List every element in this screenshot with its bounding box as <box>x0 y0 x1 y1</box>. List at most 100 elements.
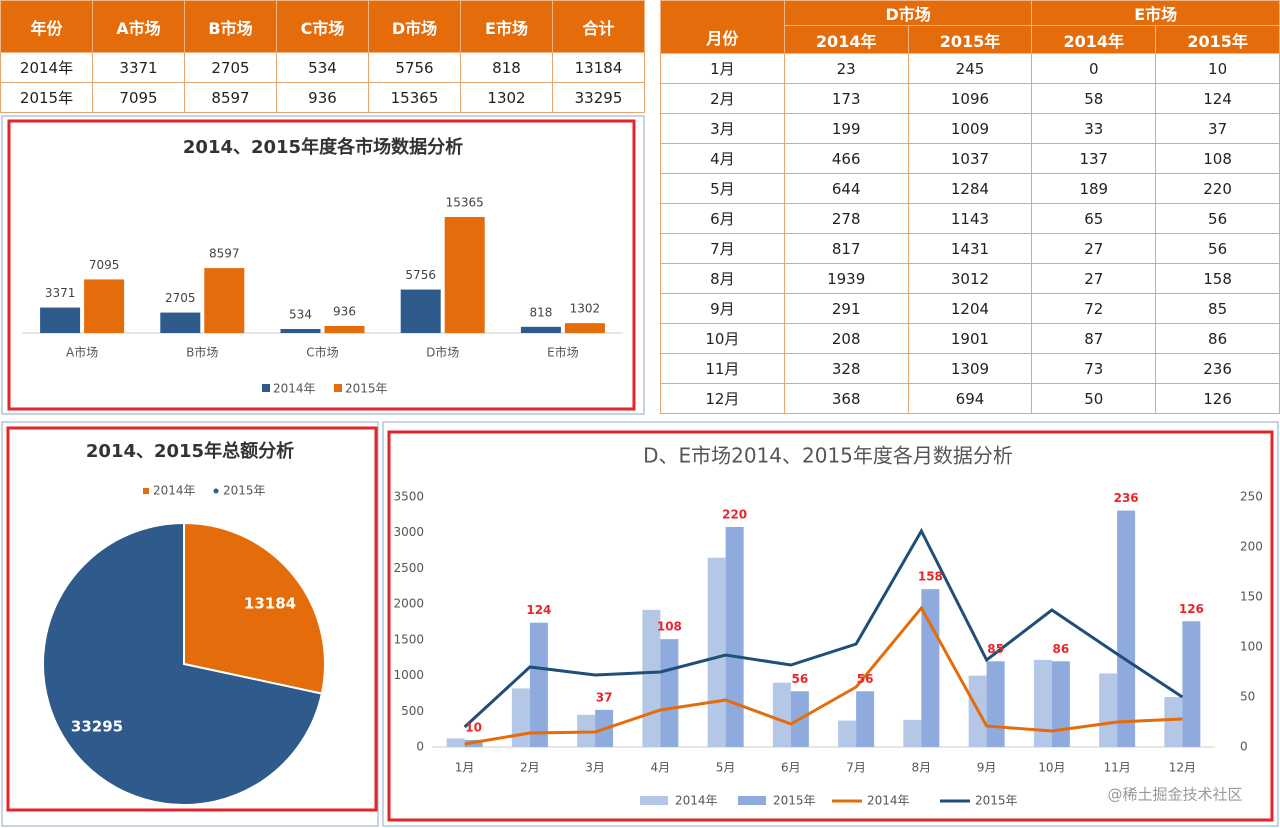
cell: 85 <box>1155 293 1280 324</box>
data-label: 7095 <box>89 258 120 272</box>
x-tick-label: 1月 <box>455 761 475 775</box>
bar <box>1051 661 1070 747</box>
chart-title: 2014、2015年总额分析 <box>86 440 294 462</box>
cell: 8月 <box>660 263 785 294</box>
x-tick-label: E市场 <box>547 345 579 360</box>
data-label: 13184 <box>244 595 296 613</box>
bar <box>725 527 744 747</box>
bar <box>921 589 940 747</box>
table-row: 10月 208 1901 87 86 <box>660 323 1280 354</box>
x-tick-label: C市场 <box>306 345 338 360</box>
legend-swatch <box>213 488 219 494</box>
legend-label: 2014年 <box>153 484 196 498</box>
data-label: 108 <box>657 620 682 634</box>
y-tick-label: 1000 <box>393 668 424 682</box>
data-label: 5756 <box>405 268 436 282</box>
y-tick-label: 500 <box>401 704 424 718</box>
cell: 5756 <box>368 52 461 83</box>
cell: 2014年 <box>0 52 93 83</box>
cell: 291 <box>783 293 909 324</box>
cell: 11月 <box>660 353 785 384</box>
bar <box>204 268 245 333</box>
cell: 2705 <box>184 52 277 83</box>
x-tick-label: 12月 <box>1169 761 1196 775</box>
cell: 173 <box>783 83 909 114</box>
y-tick-label: 3500 <box>393 490 424 504</box>
pie-slice <box>183 521 326 695</box>
table-row: 2014年 3371 2705 534 5756 818 13184 <box>0 52 645 83</box>
header-row: 年份 A市场 B市场 C市场 D市场 E市场 合计 <box>0 0 645 53</box>
chart-title: D、E市场2014、2015年度各月数据分析 <box>643 444 1013 468</box>
data-label: 37 <box>596 690 613 704</box>
cell: 368 <box>783 383 909 414</box>
cell: 87 <box>1031 323 1157 354</box>
cell: 158 <box>1155 263 1280 294</box>
bar <box>772 682 791 747</box>
header-cell: 2015年 <box>907 25 1033 54</box>
data-label: 158 <box>918 570 943 584</box>
summary-table: 年份 A市场 B市场 C市场 D市场 E市场 合计 2014年 3371 2705 534 5756 8… <box>0 0 645 113</box>
cell: 0 <box>1031 53 1157 84</box>
y-tick-label: 3000 <box>393 525 424 539</box>
data-label: 86 <box>1053 642 1070 656</box>
data-label: 1302 <box>570 302 601 316</box>
header-cell: 2014年 <box>783 25 909 54</box>
bar <box>324 325 365 333</box>
cell: 1096 <box>907 83 1033 114</box>
x-tick-label: 8月 <box>912 761 932 775</box>
bar <box>660 639 679 747</box>
cell: 1009 <box>907 113 1033 144</box>
cell: 10月 <box>660 323 785 354</box>
data-label: 33295 <box>71 718 123 736</box>
legend-label: 2014年 <box>867 794 910 808</box>
x-tick-label: 11月 <box>1103 761 1130 775</box>
cell: 23 <box>783 53 909 84</box>
table-row: 8月 1939 3012 27 158 <box>660 263 1280 294</box>
legend-swatch <box>640 796 668 805</box>
cell: 1284 <box>907 173 1033 204</box>
panel <box>1 115 645 415</box>
x-tick-label: D市场 <box>426 345 459 360</box>
cell: 220 <box>1155 173 1280 204</box>
cell: 86 <box>1155 323 1280 354</box>
cell: 1204 <box>907 293 1033 324</box>
cell: 5月 <box>660 173 785 204</box>
bar <box>1164 697 1183 747</box>
cell: 65 <box>1031 203 1157 234</box>
cell: 6月 <box>660 203 785 234</box>
legend-label: 2014年 <box>273 382 316 396</box>
cell: 15365 <box>368 82 461 113</box>
data-label: 56 <box>792 672 809 686</box>
cell: 50 <box>1031 383 1157 414</box>
header-cell: C市场 <box>276 0 369 53</box>
chart-title: 2014、2015年度各市场数据分析 <box>183 136 463 158</box>
cell: 10 <box>1155 53 1280 84</box>
bar <box>1033 659 1052 747</box>
cell: 7月 <box>660 233 785 264</box>
data-label: 10 <box>465 720 482 734</box>
cell: 1月 <box>660 53 785 84</box>
pie-slice <box>42 521 324 806</box>
table-row: 7月 817 1431 27 56 <box>660 233 1280 264</box>
cell: 126 <box>1155 383 1280 414</box>
y2-tick-label: 200 <box>1240 540 1263 554</box>
x-tick-label: 4月 <box>651 761 671 775</box>
cell: 2月 <box>660 83 785 114</box>
cell: 208 <box>783 323 909 354</box>
y-tick-label: 0 <box>416 740 424 754</box>
table-row: 5月 644 1284 189 220 <box>660 173 1280 204</box>
cell: 12月 <box>660 383 785 414</box>
cell: 466 <box>783 143 909 174</box>
line <box>463 527 1184 729</box>
line <box>464 605 1183 746</box>
bar <box>511 688 530 747</box>
y2-tick-label: 50 <box>1240 690 1255 704</box>
x-tick-label: 9月 <box>977 761 997 775</box>
cell: 33295 <box>552 82 645 113</box>
bar <box>84 279 125 333</box>
table-row: 1月 23 245 0 10 <box>660 53 1280 84</box>
bar <box>520 326 561 333</box>
data-label: 85 <box>987 642 1004 656</box>
table-row: 11月 328 1309 73 236 <box>660 353 1280 384</box>
